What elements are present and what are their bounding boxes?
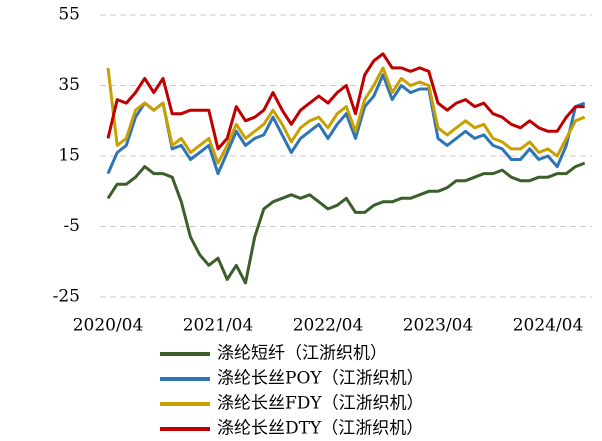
- y-tick-label: 15: [58, 146, 80, 166]
- legend-label: 涤纶长丝POY（江浙织机）: [217, 369, 424, 389]
- x-tick-label: 2021/04: [183, 316, 254, 336]
- legend-label: 涤纶长丝FDY（江浙织机）: [217, 394, 424, 414]
- x-tick-label: 2023/04: [403, 316, 474, 336]
- series-line: [106, 73, 586, 176]
- y-tick-label: 35: [58, 75, 80, 95]
- series-line: [106, 52, 585, 151]
- y-tick-label: -25: [53, 287, 80, 307]
- series-line: [106, 66, 586, 165]
- series-line: [106, 161, 586, 285]
- x-tick-label: 2020/04: [73, 316, 144, 336]
- x-tick-label: 2024/04: [513, 316, 584, 336]
- y-tick-label: 55: [58, 5, 80, 25]
- legend-label: 涤纶短纤（江浙织机）: [217, 344, 387, 364]
- x-tick-label: 2022/04: [293, 316, 364, 336]
- y-tick-label: -5: [63, 216, 80, 236]
- legend-label: 涤纶长丝DTY（江浙织机）: [217, 419, 423, 439]
